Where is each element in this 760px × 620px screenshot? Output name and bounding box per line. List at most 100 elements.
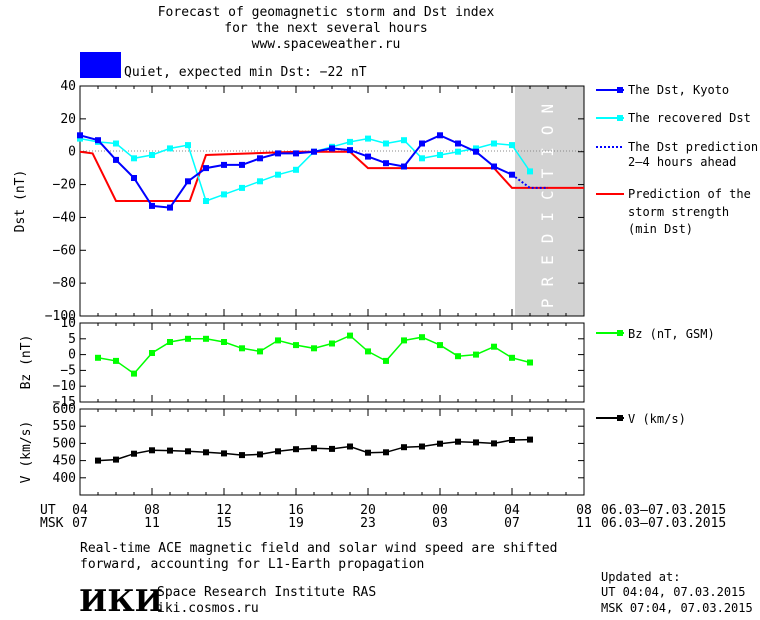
dst-y-tick-label: 20: [60, 112, 76, 127]
dst-kyoto-point: [419, 140, 425, 147]
dst-kyoto-point: [167, 204, 173, 211]
v-point: [167, 447, 173, 454]
dst-recovered-point: [149, 152, 155, 158]
updated-label: Updated at:: [601, 570, 680, 584]
v-point: [329, 445, 335, 452]
bz-point: [239, 345, 245, 352]
bz-panel-frame: [79, 322, 585, 403]
bz-point: [221, 339, 227, 345]
y-tick-group: 40200−20−40−60−80−1001050−5−10−156005505…: [45, 79, 584, 486]
v-point: [257, 451, 263, 458]
bz-point: [131, 370, 137, 377]
footer-note-2: forward, accounting for L1-Earth propaga…: [80, 557, 424, 572]
dst-recovered-series-line: [79, 137, 531, 202]
v-point: [365, 449, 371, 456]
v-point: [509, 437, 515, 443]
updated-msk: MSK 07:04, 07.03.2015: [601, 601, 753, 615]
bz-point: [167, 339, 173, 345]
updated-ut: UT 04:04, 07.03.2015: [601, 585, 746, 599]
dst-y-label: Dst (nT): [13, 170, 28, 233]
bz-point: [473, 351, 479, 358]
ut-tick-label: 00: [432, 503, 448, 518]
legend-v: V (km/s): [628, 412, 686, 426]
v-point: [491, 440, 497, 447]
dst-recovered-point: [293, 166, 299, 173]
bz-point: [491, 343, 497, 350]
x-tick-group: 04 08 12 16 20 00 04 08 07 11 15 19 23 03 07 11: [72, 86, 592, 531]
dst-kyoto-point: [131, 175, 137, 181]
dst-kyoto-point: [239, 161, 245, 168]
v-point: [95, 457, 101, 464]
dst-kyoto-point: [113, 156, 119, 163]
dst-kyoto-point: [311, 148, 317, 155]
bz-point: [527, 359, 533, 366]
bz-point: [347, 332, 353, 339]
dst-kyoto-point: [383, 160, 389, 167]
legend-dst-prediction-1: The Dst prediction: [628, 140, 758, 154]
dst-recovered-point: [365, 135, 371, 142]
bz-point: [203, 335, 209, 342]
msk-tick-label: 07: [72, 516, 88, 531]
prediction-band: [515, 86, 584, 316]
ut-tick-label: 08: [144, 503, 160, 518]
bz-y-tick-label: 5: [68, 332, 76, 347]
dst-recovered-point: [113, 140, 119, 147]
bz-point: [329, 340, 335, 347]
bz-point: [437, 342, 443, 349]
msk-tick-label: 11: [576, 516, 592, 531]
dst-recovered-point: [437, 152, 443, 158]
msk-tick-label: 11: [144, 516, 160, 531]
dst-y-tick-label: −60: [53, 243, 76, 258]
dst-recovered-point: [167, 145, 173, 152]
dst-recovered-point: [419, 155, 425, 162]
dst-y-tick-label: 0: [68, 145, 76, 160]
ut-tick-label: 08: [576, 503, 592, 518]
bz-y-tick-label: −15: [53, 395, 76, 410]
dst-recovered-point: [509, 142, 515, 149]
dst-y-tick-label: −40: [53, 210, 76, 225]
ut-tick-label: 12: [216, 503, 232, 518]
dst-recovered-point: [347, 138, 353, 145]
bz-point: [383, 357, 389, 364]
v-point: [293, 446, 299, 453]
bz-y-tick-label: 0: [68, 348, 76, 363]
bz-point: [311, 345, 317, 352]
v-point: [113, 456, 119, 463]
dst-recovered-point: [239, 184, 245, 191]
bz-point: [365, 348, 371, 355]
v-y-tick-label: 550: [53, 419, 76, 434]
dst-kyoto-point: [455, 140, 461, 147]
dst-kyoto-point: [95, 137, 101, 144]
iki-logo: ИКИ: [79, 584, 163, 619]
legend-dst-prediction-2: 2–4 hours ahead: [628, 155, 736, 169]
legend-dst-kyoto-marker: [617, 87, 623, 93]
bz-y-tick-label: −5: [60, 363, 76, 378]
v-point: [311, 445, 317, 452]
dst-kyoto-point: [257, 155, 263, 162]
v-point: [473, 439, 479, 446]
prediction-label: PREDICTION: [538, 92, 557, 308]
dst-recovered-point: [257, 178, 263, 185]
legend: The Dst, Kyoto The recovered Dst The Dst…: [596, 83, 758, 426]
dst-kyoto-point: [293, 150, 299, 157]
dst-recovered-point: [185, 142, 191, 149]
dst-kyoto-point: [329, 145, 335, 152]
dst-recovered-point: [455, 148, 461, 155]
v-point: [437, 440, 443, 447]
dst-kyoto-point: [401, 163, 407, 170]
ut-date-range: 06.03–07.03.2015: [601, 503, 726, 518]
status-swatch: [80, 52, 121, 78]
v-panel-frame: [79, 408, 585, 496]
dst-recovered-point: [383, 140, 389, 147]
legend-bz: Bz (nT, GSM): [628, 327, 715, 341]
title-line-3: www.spaceweather.ru: [252, 37, 401, 52]
institute-site: iki.cosmos.ru: [157, 601, 259, 616]
v-point: [275, 448, 281, 455]
v-y-tick-label: 450: [53, 454, 76, 469]
v-y-tick-label: 600: [53, 402, 76, 417]
dst-kyoto-point: [77, 132, 83, 139]
legend-storm-1: Prediction of the: [628, 187, 751, 201]
dst-kyoto-point: [347, 147, 353, 154]
bz-point: [275, 337, 281, 344]
dst-recovered-point: [491, 140, 497, 147]
